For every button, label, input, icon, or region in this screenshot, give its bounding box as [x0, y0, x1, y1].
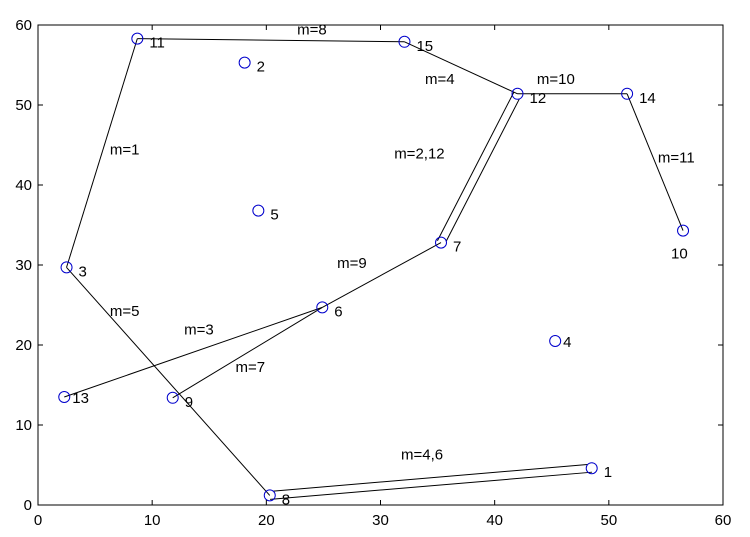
node-label-15: 15 [416, 38, 433, 55]
node-marker-9 [166, 391, 179, 404]
edge-label: m=3 [184, 322, 214, 339]
edge-label: m=4,6 [401, 446, 443, 463]
node-marker-5 [252, 204, 265, 217]
edge-6-9 [172, 306, 323, 399]
ticks-layer: 0 10 20 30 40 50 60 0 10 20 30 40 50 60 [15, 17, 731, 529]
x-tick-label: 0 [34, 512, 42, 529]
edge-12-7-parallel [445, 98, 520, 242]
edge-label: m=10 [537, 71, 575, 88]
x-tick-label: 30 [372, 512, 389, 529]
node-marker-1 [585, 462, 598, 475]
edge-label: m=4 [425, 71, 455, 88]
node-label-3: 3 [79, 263, 87, 280]
edge-label: m=8 [297, 22, 327, 39]
node-marker-8 [263, 489, 276, 502]
node-marker-6 [316, 301, 329, 314]
node-marker-7 [435, 236, 448, 249]
node-label-13: 13 [72, 390, 89, 407]
node-label-11: 11 [149, 35, 165, 52]
edge-8-1-parallel [273, 464, 588, 492]
edge-11-15 [137, 38, 405, 43]
edge-8-1 [270, 471, 593, 500]
edge-15-12 [404, 41, 518, 95]
node-marker-10 [677, 224, 690, 237]
y-tick-label: 50 [15, 97, 32, 114]
node-label-6: 6 [334, 303, 342, 320]
node-label-7: 7 [453, 239, 461, 256]
y-tick-label: 0 [24, 497, 32, 514]
y-tick-label: 10 [15, 417, 32, 434]
y-tick-label: 30 [15, 257, 32, 274]
edge-label: m=5 [110, 303, 140, 320]
edge-label: m=11 [658, 150, 695, 167]
node-marker-14 [621, 87, 634, 100]
edge-7-6 [322, 242, 442, 308]
y-tick-label: 60 [15, 17, 32, 34]
node-label-10: 10 [671, 246, 688, 263]
plot-frame [37, 24, 724, 506]
x-tick-label: 20 [258, 512, 275, 529]
node-label-2: 2 [257, 59, 265, 76]
y-tick-label: 20 [15, 337, 32, 354]
y-tick-label: 40 [15, 177, 32, 194]
edge-6-13 [64, 306, 323, 398]
node-label-9: 9 [185, 394, 193, 411]
x-tick-label: 10 [144, 512, 161, 529]
node-label-12: 12 [530, 90, 547, 107]
edge-label: m=9 [337, 255, 367, 272]
nodes-layer [58, 32, 690, 502]
edge-label: m=2,12 [394, 146, 444, 163]
node-marker-3 [60, 261, 73, 274]
node-marker-2 [238, 56, 251, 69]
node-label-4: 4 [563, 334, 571, 351]
x-tick-label: 40 [486, 512, 503, 529]
x-tick-label: 60 [715, 512, 732, 529]
node-label-8: 8 [282, 491, 290, 508]
x-tick-label: 50 [600, 512, 617, 529]
node-marker-12 [511, 87, 524, 100]
edge-3-8 [66, 267, 271, 496]
edge-14-10 [626, 93, 684, 231]
edge-11-3 [66, 38, 138, 268]
node-marker-4 [549, 335, 562, 347]
node-label-5: 5 [270, 207, 278, 224]
node-marker-15 [398, 35, 411, 48]
edge-12-7 [437, 91, 515, 241]
node-label-14: 14 [639, 90, 656, 107]
node-label-1: 1 [604, 464, 612, 481]
node-marker-13 [58, 391, 71, 403]
edge-label: m=7 [236, 359, 266, 376]
edge-label: m=1 [110, 142, 140, 159]
node-marker-11 [131, 32, 144, 45]
edges-layer [64, 38, 684, 500]
